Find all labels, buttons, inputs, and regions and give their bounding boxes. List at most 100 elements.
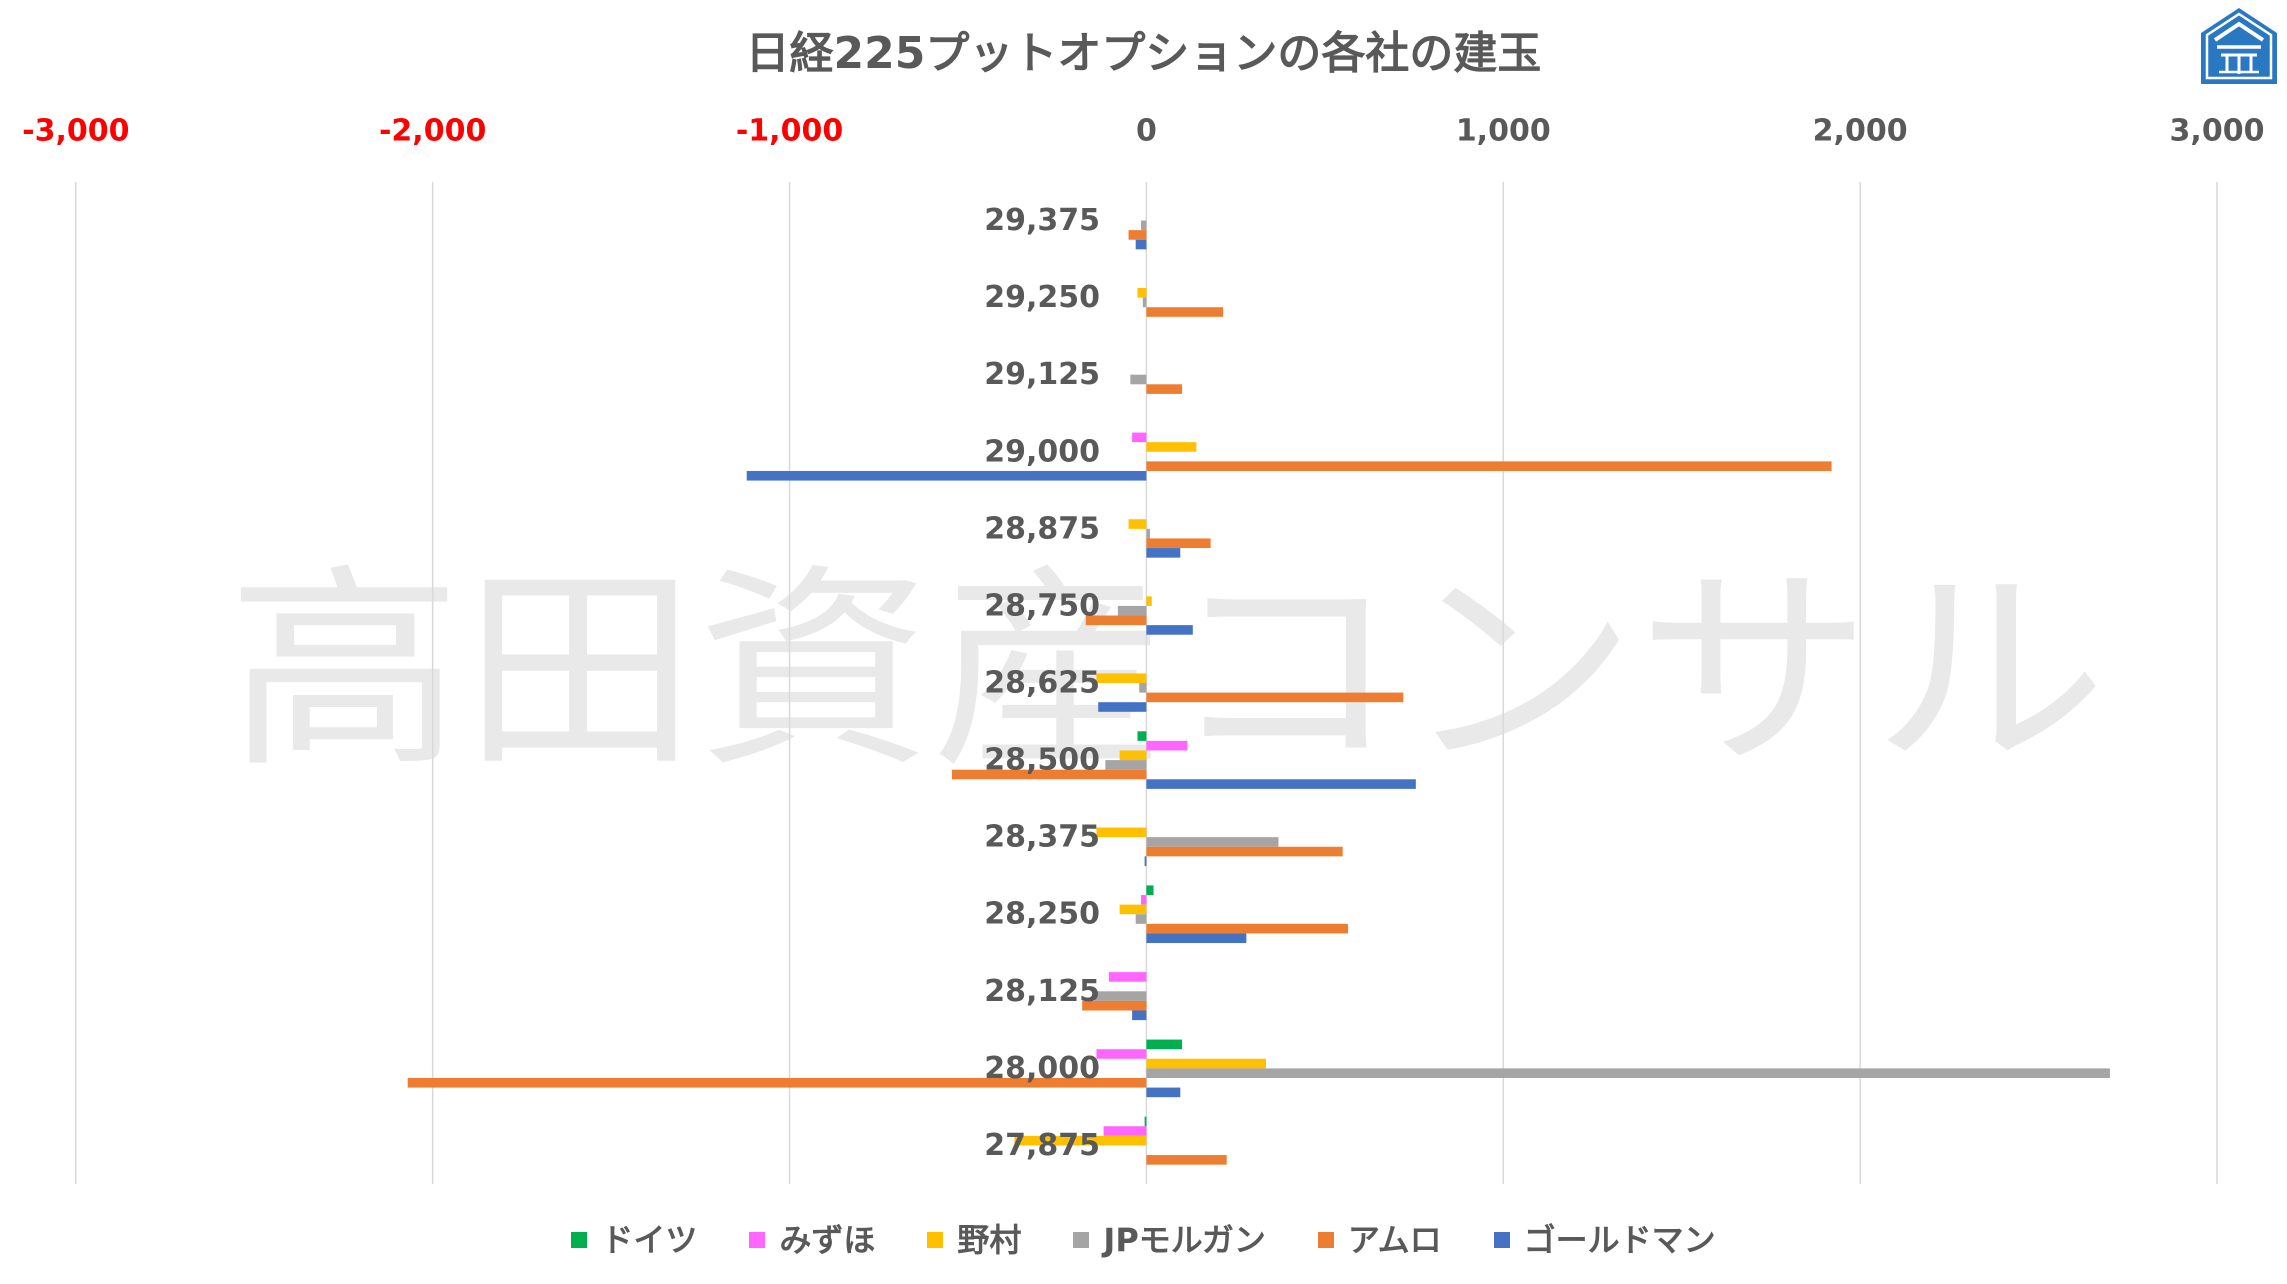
bar-series3-cat9 (1135, 914, 1147, 924)
bar-series4-cat12 (1146, 1155, 1227, 1165)
chart-plot: 高田資産コンサル 29,37529,25029,12529,00028,8752… (22, 114, 2264, 1184)
legend-label: ゴールドマン (1523, 1221, 1716, 1259)
category-label: 29,375 (984, 203, 1100, 238)
bar-series3-cat11 (1146, 1068, 2110, 1078)
legend-item: みずほ (749, 1216, 875, 1264)
bar-series3-cat2 (1130, 374, 1147, 385)
legend-item: 野村 (927, 1216, 1021, 1264)
bar-series5-cat0 (1135, 239, 1147, 250)
bar-series0-cat12 (1144, 1116, 1147, 1127)
bar-series4-cat6 (1146, 692, 1404, 703)
value-axis: -3,000 -2,000 -1,000 0 1,000 2,000 3,000 (22, 114, 2264, 149)
bar-series5-cat9 (1146, 933, 1247, 944)
chart-title: 日経225プットオプションの各社の建玉 (745, 28, 1542, 79)
bars-layer (407, 220, 2110, 1165)
bar-series1-cat3 (1132, 432, 1147, 443)
legend-swatch (927, 1232, 944, 1248)
category-label: 28,000 (984, 1051, 1100, 1086)
legend-label: みずほ (779, 1221, 876, 1259)
bar-series5-cat3 (746, 470, 1147, 481)
legend-swatch (749, 1232, 766, 1248)
watermark-text: 高田資産コンサル (227, 546, 2107, 797)
category-label: 29,125 (984, 357, 1100, 392)
legend-item: アムロ (1317, 1216, 1442, 1264)
legend-label: 野村 (957, 1221, 1022, 1259)
x-tick-label: 1,000 (1456, 114, 1551, 149)
bar-series5-cat5 (1146, 625, 1193, 635)
bar-series2-cat6 (1096, 673, 1147, 683)
bar-series5-cat6 (1098, 702, 1147, 712)
legend-label: JPモルガン (1103, 1221, 1266, 1259)
legend-label: ドイツ (601, 1221, 698, 1259)
legend-label: アムロ (1347, 1221, 1442, 1259)
legend-item: JPモルガン (1073, 1216, 1266, 1264)
category-label: 28,250 (984, 897, 1100, 932)
bar-series5-cat8 (1144, 856, 1147, 866)
category-label: 29,000 (984, 434, 1100, 469)
bar-series1-cat12 (1103, 1126, 1147, 1136)
category-label: 28,375 (984, 820, 1100, 855)
x-tick-label: -1,000 (736, 114, 843, 149)
category-label: 28,875 (984, 511, 1100, 546)
x-tick-label: 0 (1136, 114, 1157, 149)
bar-series5-cat7 (1146, 779, 1416, 789)
bar-series3-cat7 (1105, 760, 1147, 770)
bar-series4-cat10 (1082, 1000, 1147, 1011)
bar-series4-cat9 (1146, 923, 1349, 934)
category-label: 29,250 (984, 280, 1100, 315)
bar-series4-cat4 (1146, 538, 1211, 549)
bar-series2-cat1 (1137, 288, 1147, 298)
bar-series5-cat4 (1146, 548, 1181, 558)
bar-series3-cat5 (1117, 605, 1147, 616)
legend-swatch (1073, 1232, 1090, 1248)
bar-series1-cat9 (1141, 895, 1147, 905)
category-label: 28,625 (984, 666, 1100, 701)
x-tick-label: -3,000 (22, 114, 129, 149)
bar-series3-cat0 (1141, 220, 1147, 231)
bar-series2-cat12 (1014, 1135, 1147, 1146)
legend: ドイツ みずほ 野村 JPモルガン アムロ ゴールドマン (0, 1216, 2287, 1264)
bar-series1-cat11 (1096, 1049, 1147, 1059)
category-label: 27,875 (984, 1128, 1100, 1163)
legend-item: ドイツ (571, 1216, 697, 1264)
bar-series2-cat8 (1096, 827, 1147, 838)
bar-series4-cat8 (1146, 846, 1343, 857)
bar-series2-cat9 (1119, 904, 1147, 915)
bar-series1-cat7 (1146, 740, 1188, 751)
x-tick-label: 3,000 (2170, 114, 2265, 149)
bar-series5-cat10 (1132, 1010, 1147, 1021)
bar-series4-cat1 (1146, 307, 1224, 317)
legend-item: ゴールドマン (1493, 1216, 1716, 1264)
bar-series4-cat2 (1146, 384, 1183, 394)
category-label: 28,125 (984, 974, 1100, 1009)
bar-series4-cat7 (951, 769, 1147, 780)
bar-series2-cat11 (1146, 1058, 1266, 1069)
bar-series0-cat9 (1146, 885, 1154, 896)
bar-series3-cat6 (1139, 683, 1147, 693)
category-axis: 29,375 29,250 29,125 29,000 28,875 28,750 28,6… (984, 203, 1100, 1163)
legend-swatch (571, 1232, 588, 1248)
bar-series3-cat10 (1094, 991, 1147, 1001)
company-logo-icon (2201, 8, 2277, 84)
legend-swatch (1493, 1232, 1510, 1248)
bar-series5-cat11 (1146, 1087, 1181, 1098)
bar-series4-cat11 (407, 1077, 1147, 1088)
bar-series4-cat5 (1085, 615, 1147, 626)
x-tick-label: 2,000 (1813, 114, 1908, 149)
category-label: 28,500 (984, 743, 1100, 778)
bar-series3-cat4 (1146, 528, 1150, 539)
bar-series4-cat0 (1128, 230, 1147, 240)
bar-series2-cat3 (1146, 442, 1197, 452)
x-tick-label: -2,000 (379, 114, 486, 149)
bar-series2-cat4 (1128, 519, 1147, 529)
bar-series2-cat5 (1146, 596, 1152, 606)
bar-series1-cat10 (1108, 972, 1147, 982)
bar-series0-cat7 (1137, 731, 1147, 741)
legend-swatch (1317, 1232, 1334, 1248)
bar-series4-cat3 (1146, 461, 1832, 471)
bar-series2-cat7 (1119, 750, 1147, 761)
bar-series3-cat1 (1142, 297, 1147, 308)
category-label: 28,750 (984, 588, 1100, 623)
bar-series0-cat11 (1146, 1039, 1183, 1050)
bar-series3-cat8 (1146, 837, 1279, 847)
